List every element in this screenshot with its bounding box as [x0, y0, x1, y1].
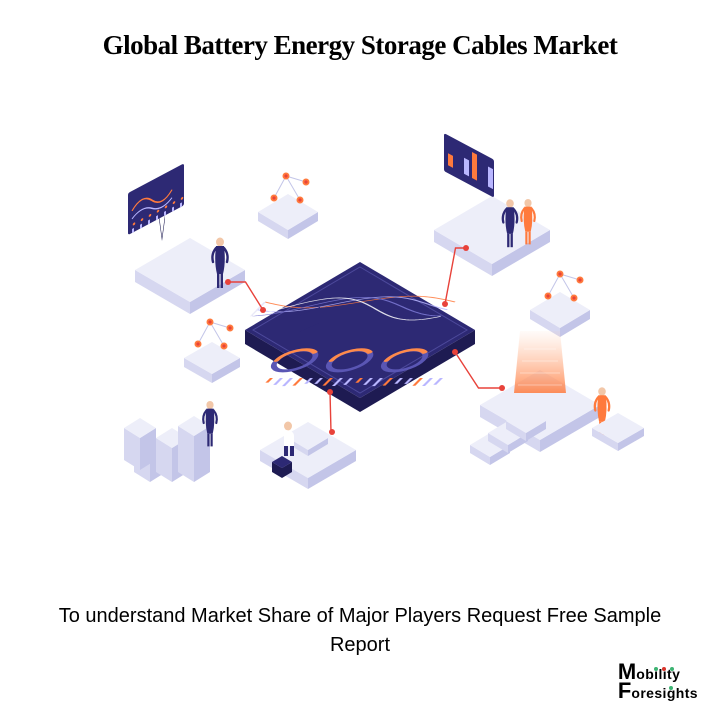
logo-line-2: F oresights [618, 681, 698, 702]
logo-rest-1: obility [636, 668, 680, 681]
brand-logo: M obility F oresights [618, 662, 698, 702]
logo-prefix-2: F [618, 681, 631, 702]
caption-text: To understand Market Share of Major Play… [50, 602, 670, 660]
isometric-infographic [70, 120, 650, 540]
logo-rest-2: oresights [631, 687, 698, 700]
infographic-svg [70, 120, 650, 540]
page-title: Global Battery Energy Storage Cables Mar… [0, 30, 720, 61]
